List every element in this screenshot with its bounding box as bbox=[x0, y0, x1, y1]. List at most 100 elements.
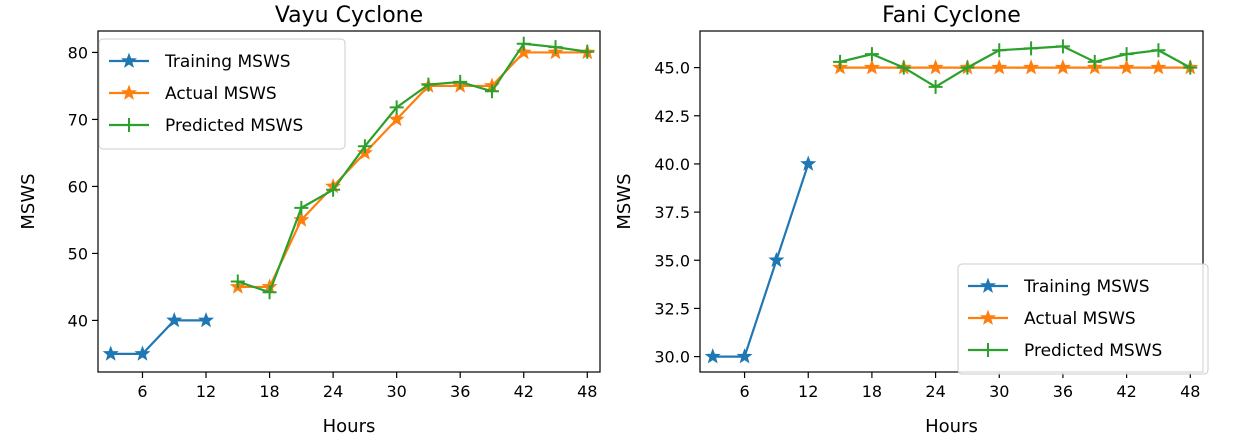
chart-title: Vayu Cyclone bbox=[275, 3, 423, 28]
data-point bbox=[1150, 59, 1167, 75]
data-point bbox=[326, 182, 341, 197]
plot-frame bbox=[699, 30, 1204, 373]
x-tick-label: 6 bbox=[739, 382, 749, 401]
y-tick-label: 60 bbox=[68, 177, 88, 196]
x-tick-label: 12 bbox=[196, 382, 216, 401]
x-axis-label: Hours bbox=[925, 416, 978, 437]
y-tick-label: 40 bbox=[68, 311, 88, 330]
data-point bbox=[1183, 60, 1198, 75]
x-tick-label: 18 bbox=[862, 382, 882, 401]
data-point bbox=[1151, 43, 1166, 58]
data-point bbox=[294, 200, 309, 215]
series-line bbox=[712, 163, 810, 358]
x-tick-label: 42 bbox=[1116, 382, 1136, 401]
legend-label: Training MSWS bbox=[164, 52, 291, 72]
data-point bbox=[389, 100, 404, 115]
data-point bbox=[833, 54, 848, 69]
data-point bbox=[896, 60, 911, 75]
data-point bbox=[1087, 54, 1102, 69]
data-point bbox=[548, 40, 563, 55]
chart-1: Vayu Cyclone 6 12 18 24 30 36 42 48 40 50 60 70 80 Hou… bbox=[18, 3, 601, 437]
data-point bbox=[1055, 39, 1070, 54]
legend-label: Actual MSWS bbox=[165, 84, 277, 104]
y-tick-label: 45.0 bbox=[654, 59, 690, 78]
x-tick-label: 42 bbox=[514, 382, 534, 401]
x-tick-label: 30 bbox=[989, 382, 1009, 401]
data-point bbox=[388, 111, 405, 127]
legend: Training MSWS Actual MSWS Predicted MSWS bbox=[98, 38, 346, 150]
legend-marker bbox=[120, 84, 138, 100]
data-point bbox=[1024, 41, 1039, 56]
legend: Training MSWS Actual MSWS Predicted MSWS bbox=[957, 263, 1209, 375]
data-point bbox=[516, 36, 531, 51]
series-line bbox=[237, 51, 588, 289]
x-tick-label: 30 bbox=[386, 382, 406, 401]
data-point bbox=[1118, 59, 1135, 75]
y-tick-label: 42.5 bbox=[654, 107, 690, 126]
chart-2: Fani Cyclone 6 12 18 24 30 36 42 48 30.0 32.5 35.0 3… bbox=[614, 3, 1209, 437]
data-point bbox=[484, 84, 499, 99]
y-tick-label: 40.0 bbox=[654, 155, 690, 174]
y-tick-label: 70 bbox=[68, 110, 88, 129]
legend-box bbox=[98, 38, 346, 150]
data-point bbox=[580, 44, 595, 59]
series-training-msws bbox=[102, 311, 215, 361]
legend-marker bbox=[979, 309, 997, 325]
data-point bbox=[421, 77, 436, 92]
x-tick-label: 6 bbox=[137, 382, 147, 401]
y-tick-label: 32.5 bbox=[654, 299, 690, 318]
data-point bbox=[992, 43, 1007, 58]
legend-marker bbox=[979, 277, 997, 293]
legend-label: Predicted MSWS bbox=[165, 116, 303, 136]
data-point bbox=[928, 79, 943, 94]
data-point bbox=[293, 211, 310, 227]
y-tick-label: 35.0 bbox=[654, 251, 690, 270]
data-point bbox=[198, 311, 215, 328]
chart-title: Fani Cyclone bbox=[882, 3, 1021, 28]
data-point bbox=[1119, 47, 1134, 62]
x-tick-label: 24 bbox=[925, 382, 945, 401]
legend-label: Actual MSWS bbox=[1024, 309, 1136, 329]
x-tick-label: 18 bbox=[259, 382, 279, 401]
legend-entry: Actual MSWS bbox=[109, 84, 277, 104]
legend-marker bbox=[981, 343, 995, 357]
legend-label: Predicted MSWS bbox=[1024, 341, 1162, 361]
data-point bbox=[704, 348, 721, 364]
x-tick-label: 36 bbox=[450, 382, 470, 401]
data-point bbox=[864, 47, 879, 62]
data-point bbox=[134, 345, 151, 361]
x-tick-label: 24 bbox=[323, 382, 343, 401]
data-point bbox=[863, 59, 880, 75]
x-tick-label: 12 bbox=[798, 382, 818, 401]
y-tick-label: 80 bbox=[68, 43, 88, 62]
data-point bbox=[453, 74, 468, 89]
data-point bbox=[1054, 59, 1071, 75]
y-axis-label: MSWS bbox=[614, 173, 635, 229]
data-point bbox=[960, 60, 975, 75]
data-point bbox=[768, 251, 785, 268]
data-point bbox=[102, 345, 119, 361]
x-tick-label: 36 bbox=[1053, 382, 1073, 401]
data-point bbox=[991, 59, 1008, 75]
data-point bbox=[800, 155, 817, 171]
x-tick-label: 48 bbox=[1180, 382, 1200, 401]
y-axis-label: MSWS bbox=[18, 173, 39, 229]
data-point bbox=[1023, 59, 1040, 75]
data-point bbox=[166, 311, 183, 328]
plot-frame bbox=[97, 30, 601, 373]
series-line bbox=[110, 319, 207, 356]
y-tick-label: 50 bbox=[68, 244, 88, 263]
data-point bbox=[230, 274, 245, 289]
y-tick-label: 37.5 bbox=[654, 203, 690, 222]
legend-entry: Training MSWS bbox=[109, 52, 291, 72]
series-actual-msws bbox=[832, 59, 1199, 75]
legend-entry: Predicted MSWS bbox=[109, 116, 303, 136]
legend-entry: Predicted MSWS bbox=[968, 341, 1162, 361]
x-tick-label: 48 bbox=[577, 382, 597, 401]
x-axis-label: Hours bbox=[323, 416, 376, 437]
legend-marker bbox=[122, 118, 136, 132]
y-tick-label: 30.0 bbox=[654, 348, 690, 367]
legend-entry: Actual MSWS bbox=[968, 309, 1136, 329]
data-point bbox=[736, 348, 753, 364]
